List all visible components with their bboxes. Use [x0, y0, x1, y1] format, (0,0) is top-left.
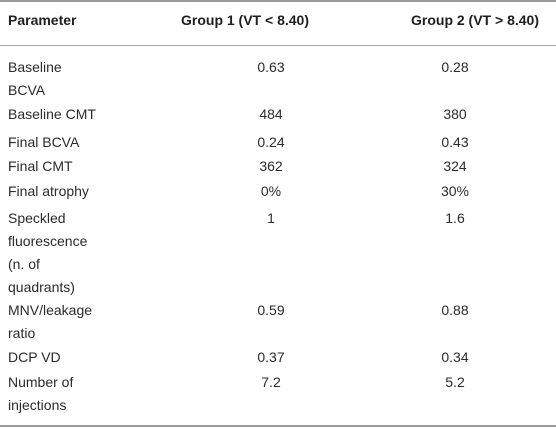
row-speckled-group2: 1.6 — [445, 210, 465, 226]
row-mnv-leakage-label: MNV/leakage ratio — [8, 299, 168, 345]
param-line: Final atrophy — [8, 183, 89, 199]
param-line: Final BCVA — [8, 134, 80, 150]
param-line: quadrants) — [8, 279, 75, 295]
param-line: Baseline CMT — [8, 106, 96, 122]
row-dcp-vd-group1: 0.37 — [257, 349, 285, 365]
param-line: ratio — [8, 325, 36, 341]
param-line: DCP VD — [8, 349, 61, 365]
row-final-atrophy-group2: 30% — [440, 183, 470, 199]
row-baseline-cmt-label: Baseline CMT — [8, 103, 168, 126]
param-line: injections — [8, 397, 67, 413]
row-dcp-vd-group2: 0.34 — [441, 349, 469, 365]
row-baseline-bcva-group2: 0.28 — [441, 59, 469, 75]
row-injections-label: Number of injections — [8, 371, 168, 417]
row-speckled-label: Speckled fluorescence (n. of quadrants) — [8, 207, 168, 299]
row-final-cmt-group1: 362 — [259, 158, 283, 174]
table-bottom-rule — [0, 425, 556, 427]
param-line: Baseline — [8, 59, 62, 75]
row-speckled-group1: 1 — [267, 210, 275, 226]
param-line: Final CMT — [8, 158, 73, 174]
row-final-cmt-label: Final CMT — [8, 155, 168, 178]
param-line: fluorescence — [8, 233, 88, 249]
row-injections-group1: 7.2 — [261, 374, 281, 390]
param-line: Speckled — [8, 210, 66, 226]
table-top-rule — [0, 0, 556, 2]
row-mnv-leakage-group1: 0.59 — [257, 302, 285, 318]
param-line: BCVA — [8, 82, 46, 98]
row-final-bcva-group1: 0.24 — [257, 134, 285, 150]
header-group2: Group 2 (VT > 8.40) — [411, 12, 539, 28]
header-rule — [0, 45, 556, 46]
row-final-bcva-label: Final BCVA — [8, 131, 168, 154]
row-baseline-cmt-group2: 380 — [443, 106, 467, 122]
param-line: (n. of — [8, 256, 40, 272]
row-final-cmt-group2: 324 — [443, 158, 467, 174]
row-dcp-vd-label: DCP VD — [8, 346, 168, 369]
row-mnv-leakage-group2: 0.88 — [441, 302, 469, 318]
row-baseline-bcva-group1: 0.63 — [257, 59, 285, 75]
row-baseline-bcva-label: Baseline BCVA — [8, 56, 168, 102]
header-group1: Group 1 (VT < 8.40) — [181, 12, 309, 28]
row-final-atrophy-label: Final atrophy — [8, 180, 168, 203]
row-injections-group2: 5.2 — [445, 374, 465, 390]
param-line: MNV/leakage — [8, 302, 93, 318]
header-parameter: Parameter — [8, 12, 77, 28]
row-baseline-cmt-group1: 484 — [259, 106, 283, 122]
row-final-bcva-group2: 0.43 — [441, 134, 469, 150]
param-line: Number of — [8, 374, 74, 390]
row-final-atrophy-group1: 0% — [260, 183, 282, 199]
